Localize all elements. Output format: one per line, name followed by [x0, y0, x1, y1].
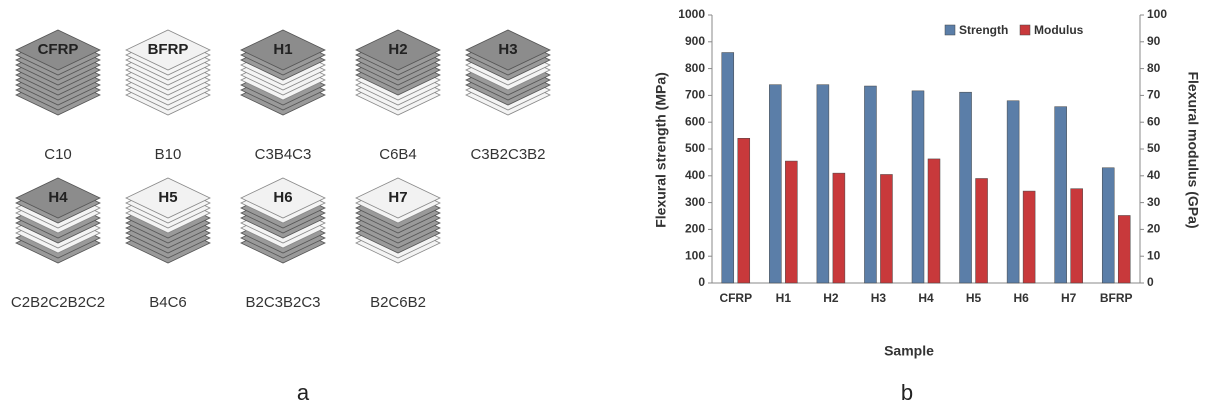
x-tick-label: H7 — [1061, 291, 1077, 305]
legend-swatch — [944, 24, 956, 36]
y-tick-label: 900 — [685, 34, 705, 48]
y-tick-label: 1000 — [678, 7, 705, 21]
bar — [1101, 167, 1115, 284]
stack-label: H7 — [388, 189, 407, 206]
y2-tick-label: 20 — [1147, 222, 1161, 236]
stack-layup: C3B2C3B2 — [470, 146, 545, 163]
y-tick-label: 400 — [685, 168, 705, 182]
y2-tick-label: 70 — [1147, 88, 1161, 102]
bar — [880, 174, 893, 284]
bar — [832, 172, 846, 284]
bar — [1054, 106, 1067, 284]
y2-tick-label: 10 — [1147, 248, 1161, 262]
stack-layup: C10 — [44, 146, 72, 163]
stack-layup: C3B4C3 — [255, 146, 312, 163]
y-tick-label: 200 — [685, 222, 705, 236]
x-axis-label: Sample — [884, 343, 934, 359]
legend-label: Strength — [959, 23, 1008, 37]
stack-layup: C2B2C2B2C2 — [11, 294, 105, 311]
ply-layer — [355, 29, 441, 71]
ply-layer — [465, 29, 551, 71]
stack-layup: B10 — [155, 146, 182, 163]
bar — [785, 160, 798, 284]
bar — [721, 52, 735, 284]
x-tick-label: H1 — [776, 291, 792, 305]
bar — [1022, 190, 1036, 284]
ply-layer — [125, 177, 211, 219]
y-tick-label: 700 — [685, 88, 705, 102]
ply-layer — [240, 177, 326, 219]
ply-layer — [355, 177, 441, 219]
x-tick-label: CFRP — [719, 291, 752, 305]
bar — [737, 138, 751, 284]
stack-layup: C6B4 — [379, 146, 417, 163]
ply-layer — [15, 177, 101, 219]
bar — [975, 178, 988, 284]
x-tick-label: H5 — [966, 291, 982, 305]
panel-label: b — [901, 380, 913, 405]
stack-label: H5 — [158, 189, 177, 206]
ply-layer — [15, 29, 101, 71]
y2-tick-label: 0 — [1147, 275, 1154, 289]
y2-tick-label: 50 — [1147, 141, 1161, 155]
y-axis-label: Flexural strength (MPa) — [653, 72, 669, 228]
legend-swatch — [1019, 24, 1031, 36]
ply-layer — [125, 29, 211, 71]
y2-tick-label: 30 — [1147, 195, 1161, 209]
stack-label: H6 — [273, 189, 292, 206]
ply-layer — [240, 29, 326, 71]
bar — [816, 84, 830, 284]
x-tick-label: H4 — [918, 291, 934, 305]
x-tick-label: BFRP — [1100, 291, 1133, 305]
bar — [1117, 215, 1131, 284]
panel-label: a — [297, 380, 310, 405]
stack-layup: B2C6B2 — [370, 294, 426, 311]
x-tick-label: H3 — [871, 291, 887, 305]
bar — [911, 90, 925, 284]
stack-label: BFRP — [148, 41, 189, 58]
bar — [959, 91, 972, 284]
y-tick-label: 600 — [685, 114, 705, 128]
y2-tick-label: 100 — [1147, 7, 1167, 21]
stack-label: H2 — [388, 41, 407, 58]
y2-axis-label: Flexural modulus (GPa) — [1185, 71, 1201, 228]
stack-label: CFRP — [38, 41, 79, 58]
x-tick-label: H2 — [823, 291, 839, 305]
y-tick-label: 800 — [685, 61, 705, 75]
y2-tick-label: 90 — [1147, 34, 1161, 48]
stack-label: H3 — [498, 41, 517, 58]
y-tick-label: 100 — [685, 248, 705, 262]
y2-tick-label: 60 — [1147, 114, 1161, 128]
bar — [1006, 100, 1020, 284]
y-tick-label: 0 — [698, 275, 705, 289]
stack-label: H4 — [48, 189, 68, 206]
stack-label: H1 — [273, 41, 292, 58]
bar — [1070, 188, 1083, 284]
y-tick-label: 500 — [685, 141, 705, 155]
y2-tick-label: 80 — [1147, 61, 1161, 75]
stack-layup: B4C6 — [149, 294, 187, 311]
y-tick-label: 300 — [685, 195, 705, 209]
y2-tick-label: 40 — [1147, 168, 1161, 182]
bar — [769, 84, 782, 284]
legend-label: Modulus — [1034, 23, 1084, 37]
x-tick-label: H6 — [1013, 291, 1029, 305]
bar — [927, 158, 941, 284]
bar — [864, 85, 877, 284]
stack-layup: B2C3B2C3 — [245, 294, 320, 311]
